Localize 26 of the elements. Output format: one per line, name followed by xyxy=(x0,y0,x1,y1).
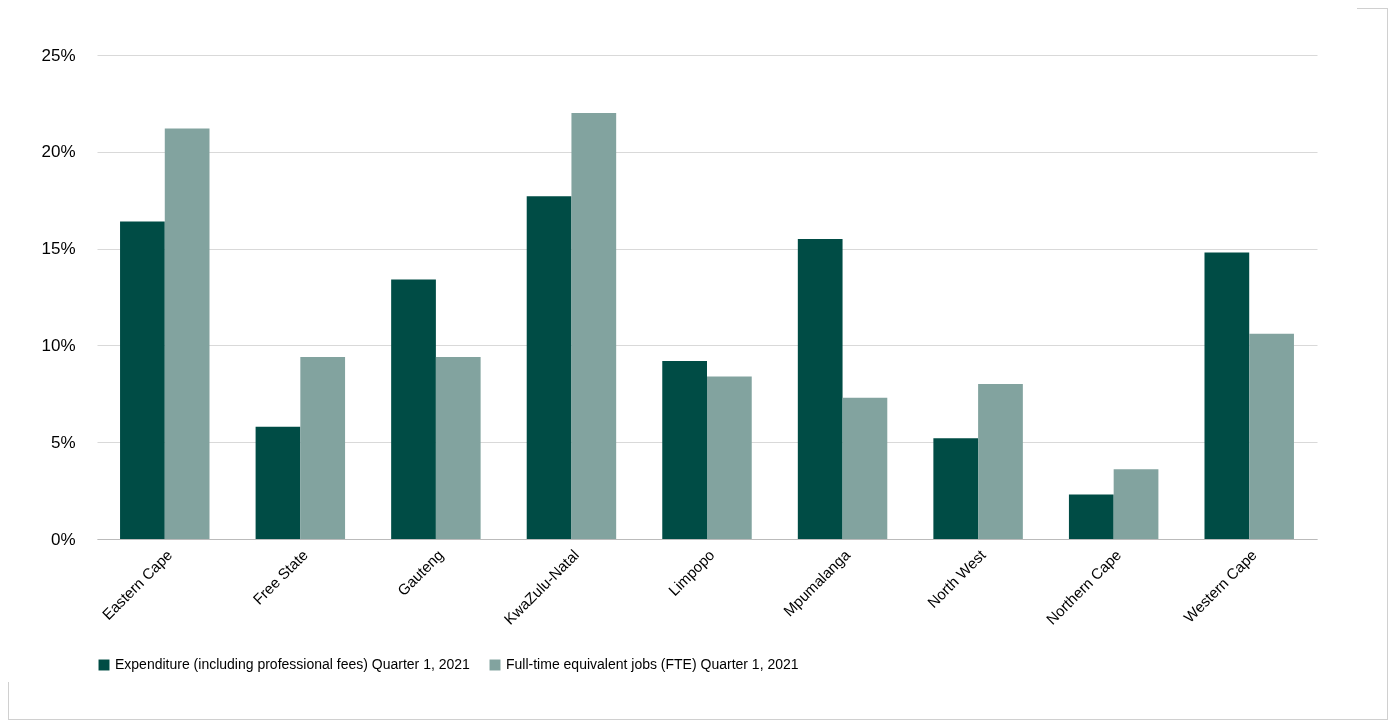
bar xyxy=(797,238,843,539)
bar xyxy=(164,128,210,539)
y-tick-label: 20% xyxy=(41,142,76,162)
y-tick-label: 15% xyxy=(41,239,76,259)
bar xyxy=(1249,333,1294,539)
bar xyxy=(300,357,346,539)
bar xyxy=(571,113,617,539)
bar xyxy=(662,360,707,539)
bar xyxy=(978,384,1023,539)
bar xyxy=(255,426,301,539)
legend-label: Expenditure (including professional fees) Quarter 1, 2021 xyxy=(115,656,471,672)
y-tick-label: 5% xyxy=(50,432,76,452)
bar xyxy=(1068,494,1114,539)
bar xyxy=(1113,469,1159,539)
y-tick-label: 25% xyxy=(41,45,76,65)
bar xyxy=(1204,252,1250,539)
bar xyxy=(391,279,436,539)
bar xyxy=(435,357,481,539)
legend-label: Full-time equivalent jobs (FTE) Quarter 1, 2021 xyxy=(506,656,799,672)
y-tick-label: 10% xyxy=(41,335,76,355)
bar xyxy=(933,438,979,539)
bar xyxy=(120,221,165,539)
bar xyxy=(842,397,888,539)
bar xyxy=(526,196,572,539)
bar xyxy=(707,376,752,539)
y-tick-label: 0% xyxy=(50,529,76,549)
